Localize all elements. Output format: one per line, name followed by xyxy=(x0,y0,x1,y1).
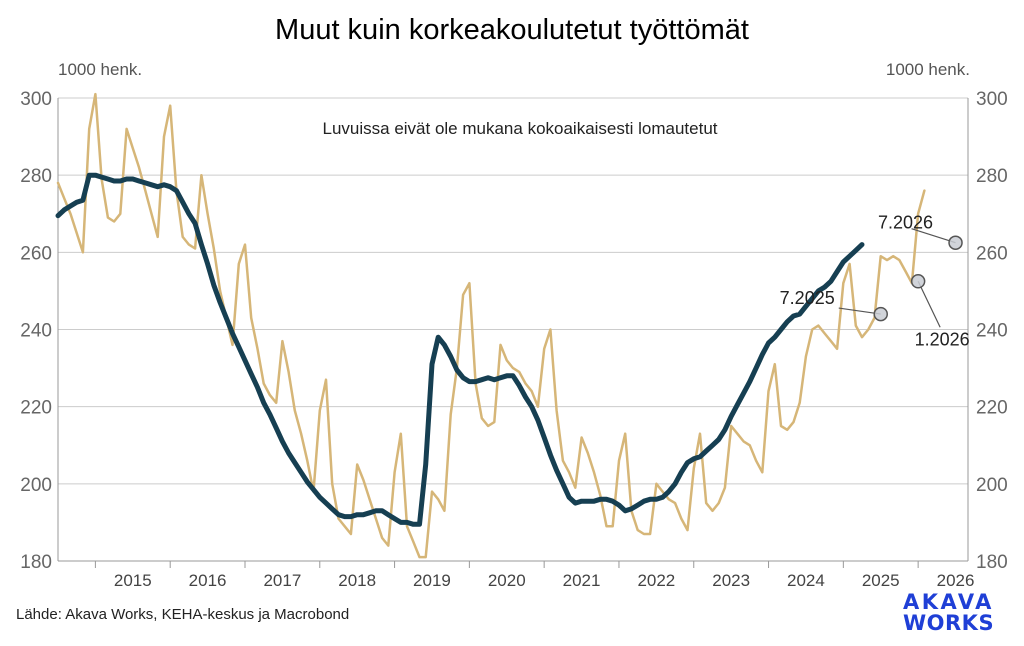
y-tick-label-right: 300 xyxy=(976,89,1008,110)
axes: 180 180 200 200 220 220 240 240 260 260 280 280 300 3… xyxy=(20,89,1007,590)
x-tick-label: 2018 xyxy=(338,571,376,590)
grid-lines xyxy=(58,97,968,562)
marker-point xyxy=(910,274,926,289)
logo-line-2: WORKS xyxy=(903,611,995,635)
marker-leader-line xyxy=(917,281,941,328)
x-tick-label: 2015 xyxy=(114,571,152,590)
x-tick-label: 2025 xyxy=(862,571,900,590)
marker-label: 1.2026 xyxy=(915,329,970,349)
x-tick-label: 2019 xyxy=(413,571,451,590)
x-tick-label: 2021 xyxy=(563,571,601,590)
x-tick-label: 2024 xyxy=(787,571,825,590)
trend-series-line xyxy=(55,172,865,527)
y-tick-label-right: 200 xyxy=(976,475,1008,496)
right-axis-unit: 1000 henk. xyxy=(885,60,970,79)
akava-works-logo: AKAVA WORKS xyxy=(903,590,995,635)
monthly-series-line xyxy=(56,92,926,559)
x-tick-label: 2023 xyxy=(712,571,750,590)
x-tick-label: 2026 xyxy=(937,571,975,590)
marker-label: 7.2026 xyxy=(878,213,933,233)
left-axis-unit: 1000 henk. xyxy=(58,60,143,79)
marker-point xyxy=(873,306,888,322)
x-tick-label: 2022 xyxy=(637,571,675,590)
y-tick-label-left: 280 xyxy=(20,166,52,187)
source-note: Lähde: Akava Works, KEHA-keskus ja Macro… xyxy=(16,606,350,623)
chart-annotation: Luvuissa eivät ole mukana kokoaikaisesti… xyxy=(323,119,718,138)
marker-label: 7.2025 xyxy=(780,288,835,308)
y-tick-label-right: 220 xyxy=(976,398,1008,419)
y-tick-label-right: 180 xyxy=(976,552,1008,573)
y-tick-label-right: 280 xyxy=(976,166,1008,187)
marker-leader-line xyxy=(911,228,956,244)
x-tick-label: 2016 xyxy=(189,571,227,590)
y-tick-label-left: 260 xyxy=(20,243,52,264)
y-tick-label-right: 240 xyxy=(976,321,1008,342)
y-tick-label-left: 200 xyxy=(20,475,52,496)
y-tick-label-left: 240 xyxy=(20,321,52,342)
markers: 7.2025 1.2026 7.2026 xyxy=(780,213,970,350)
series xyxy=(55,92,926,559)
marker-point xyxy=(948,235,963,250)
y-tick-label-left: 180 xyxy=(20,552,52,573)
x-tick-label: 2020 xyxy=(488,571,526,590)
y-tick-label-left: 220 xyxy=(20,398,52,419)
y-tick-label-right: 260 xyxy=(976,243,1008,264)
y-tick-label-left: 300 xyxy=(20,89,52,110)
logo-line-1: AKAVA xyxy=(903,590,994,614)
x-tick-label: 2017 xyxy=(263,571,301,590)
chart-title: Muut kuin korkeakoulutetut työttömät xyxy=(275,14,749,46)
